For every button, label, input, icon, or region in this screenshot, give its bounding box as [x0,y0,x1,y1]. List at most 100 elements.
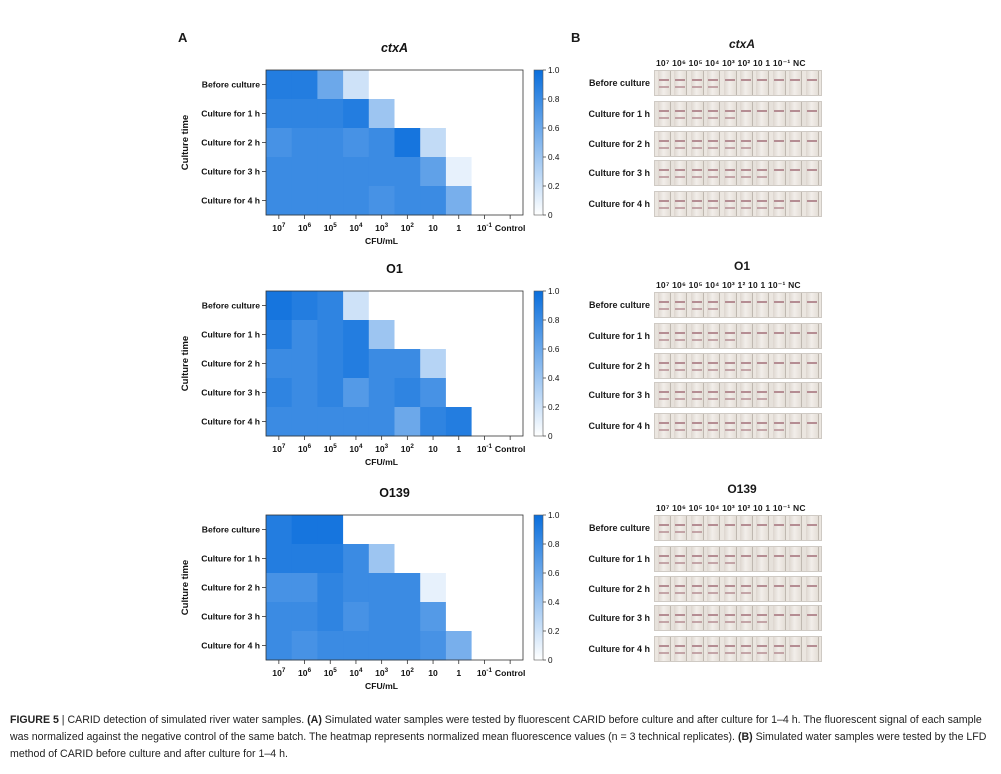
control-line [659,140,669,142]
column-label: 107 [272,222,286,233]
control-line [708,614,719,616]
lfd-row-label: Culture for 2 h [588,361,650,371]
test-line [675,369,686,371]
column-label: Control [495,444,526,454]
lfd-strip [658,71,671,95]
lfd-strip [707,293,721,317]
heatmap-cell [497,70,524,100]
x-axis-label: CFU/mL [365,457,398,467]
control-line [790,301,801,303]
lfd-strip [707,383,721,407]
lfd-strip [740,324,753,348]
lfd-strip [674,161,688,185]
heatmap-title: O139 [379,486,410,500]
lfd-strip [740,161,753,185]
row-label: Culture for 4 h [201,417,260,427]
control-line [790,332,801,334]
heatmap-o139: O139 Before culture Culture for 1 h Culture… [180,486,560,691]
test-line [724,398,735,400]
control-line [757,110,768,112]
lfd-strip [805,354,819,378]
control-line [806,332,817,334]
heatmap-cell [471,602,498,632]
row-label: Culture for 1 h [201,554,260,564]
heatmap-cell [317,70,344,100]
heatmap-cell [445,544,472,574]
heatmap-cell [291,573,318,603]
test-line [675,562,686,564]
heatmap-cell [445,70,472,100]
test-line [691,369,702,371]
heatmap-cell [420,378,447,408]
heatmap-cell [266,602,293,632]
heatmap-cell [368,349,395,379]
heatmap-cell [445,99,472,129]
control-line [708,524,719,526]
column-label: 102 [401,222,415,233]
lfd-strip [772,324,786,348]
control-line [757,79,768,81]
control-line [773,169,784,171]
control-line [773,110,784,112]
lfd-strip [690,102,704,126]
heatmap-cell [445,320,472,350]
heatmap-cell [394,544,421,574]
control-line [708,169,719,171]
caption-label-a: (A) [307,714,322,726]
lfd-panel-o139: O139 10⁷ 10⁶ 10⁵ 10⁴ 10³ 10² 10 1 10⁻¹ NC… [570,482,830,673]
control-line [708,645,719,647]
heatmap-cell [317,602,344,632]
heatmap-cell [368,186,395,216]
control-line [659,110,669,112]
heatmap-cell [266,157,293,187]
heatmap-o1: O1 Before culture Culture for 1 h Culture f… [180,262,560,467]
lfd-strip [674,547,688,571]
control-line [659,362,669,364]
control-line [773,140,784,142]
lfd-strip [805,547,819,571]
control-line [757,301,768,303]
lfd-strip [756,71,770,95]
lfd-strip [772,354,786,378]
lfd-strip [723,102,737,126]
lfd-strip [707,606,721,630]
heatmap-cell [266,378,293,408]
control-line [806,301,817,303]
lfd-strip [789,192,803,216]
heatmap-cell [317,349,344,379]
lfd-strip [723,192,737,216]
caption-figure-number: FIGURE 5 [10,714,59,726]
test-line [675,592,686,594]
control-line [708,140,719,142]
test-line [675,652,686,654]
row-label: Culture for 2 h [201,583,260,593]
control-line [757,391,768,393]
heatmap-cell [368,99,395,129]
lfd-strip [805,71,819,95]
control-line [675,79,686,81]
heatmap-cell [317,291,344,321]
test-line [708,398,719,400]
test-line [691,531,702,533]
heatmap-cell [445,157,472,187]
lfd-strip [789,414,803,438]
lfd-strip [756,547,770,571]
heatmap-cell [266,349,293,379]
colorbar-tick-label: 0.2 [548,182,560,191]
colorbar-tick-label: 0.6 [548,345,560,354]
test-line [724,652,735,654]
colorbar-tick-label: 0 [548,432,553,441]
lfd-strip [674,102,688,126]
lfd-strip [805,102,819,126]
control-line [741,301,751,303]
control-line [790,169,801,171]
heatmap-cell [497,186,524,216]
lfd-strip [658,637,671,661]
caption-text-1: CARID detection of simulated river water… [67,714,308,726]
column-label: Control [495,223,526,233]
y-axis-label: Culture time [180,336,191,391]
control-line [675,645,686,647]
heatmap-cell [368,378,395,408]
heatmap-cell [420,573,447,603]
control-line [741,524,751,526]
